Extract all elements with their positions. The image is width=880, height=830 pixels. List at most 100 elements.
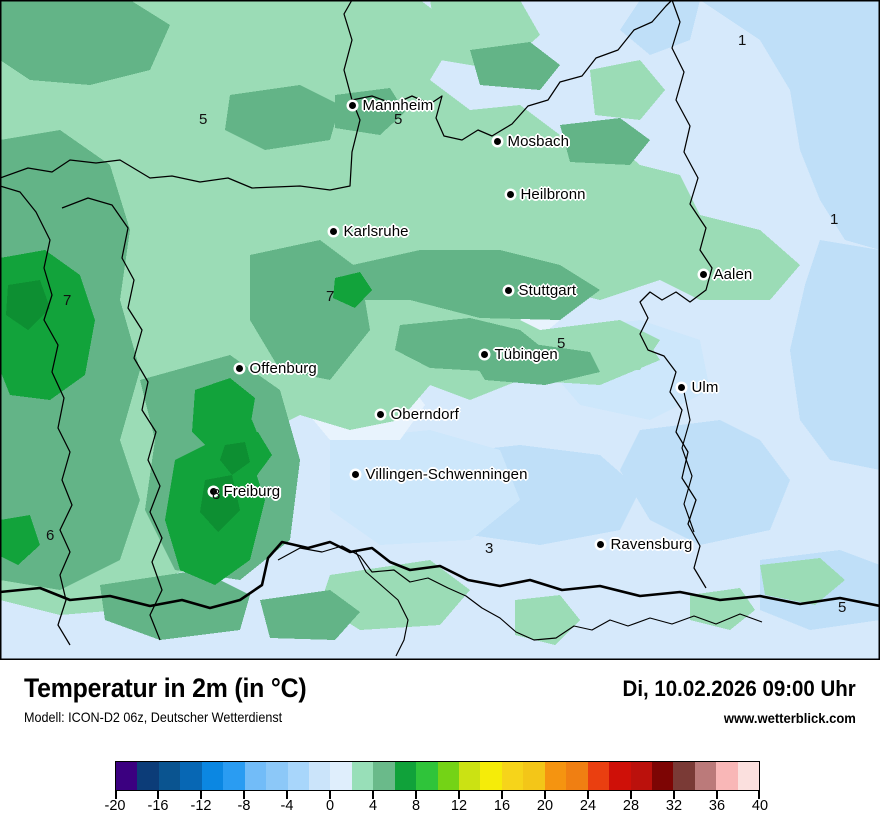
colorbar-swatch [137,762,159,790]
contour-value-label: 1 [738,32,747,49]
colorbar-tick [630,791,632,799]
temp-band-blue-cool [425,0,880,630]
colorbar-swatch [180,762,202,790]
contour-value-label: 5 [199,111,208,128]
city-dot-icon [493,138,501,145]
colorbar-tick [286,791,288,799]
colorbar-tick-label: -8 [237,798,251,814]
colorbar-tick-label: 40 [751,798,769,814]
colorbar-swatch [223,762,245,790]
city-dot-icon [329,228,337,235]
contour-value-label: 1 [830,211,839,228]
temperature-map[interactable]: Mannheim Mosbach Heilbronn Karlsruhe Aalen St… [0,0,880,660]
city-dot-icon [351,471,359,478]
city-label: Villingen-Schwenningen [365,466,528,483]
city-label: Mannheim [362,97,434,114]
contour-value-label: 6 [46,527,55,544]
city-label: Ulm [691,379,719,396]
city-dot-icon [376,411,384,418]
colorbar-tick [587,791,589,799]
city-dot-icon [506,191,514,198]
colorbar-swatch [244,762,267,790]
colorbar-tick-label: 16 [493,798,511,814]
city-label: Heilbronn [520,186,586,203]
colorbar-swatch [737,762,760,790]
contour-value-label: 5 [557,335,566,352]
city-marker[interactable]: Villingen-Schwenningen [351,466,528,483]
city-marker[interactable]: Tübingen [480,346,558,363]
city-dot-icon [504,287,512,294]
contour-value-label: 5 [394,111,403,128]
colorbar-tick-label: -12 [190,798,212,814]
colorbar-tick-label: -16 [147,798,169,814]
colorbar-swatch [266,762,288,790]
website-url: www.wetterblick.com [724,710,856,726]
city-dot-icon [677,384,685,391]
city-marker[interactable]: Aalen [699,266,753,283]
colorbar-swatch [523,762,545,790]
city-marker[interactable]: Mannheim [348,97,434,114]
city-marker[interactable]: Heilbronn [506,186,586,203]
city-label: Oberndorf [390,406,459,423]
colorbar-swatch [501,762,524,790]
contour-value-label: 7 [63,292,72,309]
contour-value-label: 7 [326,288,335,305]
colorbar-ticks [115,791,760,799]
colorbar-swatch [694,762,717,790]
city-label: Offenburg [249,360,317,377]
colorbar-swatch [394,762,417,790]
map-footer: Temperatur in 2m (in °C) Modell: ICON-D2… [0,660,880,830]
city-marker[interactable]: Offenburg [235,360,317,377]
colorbar-swatch [716,762,738,790]
colorbar-tick [544,791,546,799]
colorbar-tick-label: -4 [280,798,294,814]
colorbar-swatch [673,762,695,790]
city-label: Tübingen [494,346,558,363]
city-marker[interactable]: Ulm [677,379,719,396]
colorbar-swatch [587,762,610,790]
city-label: Ravensburg [610,536,693,553]
colorbar-swatch [330,762,352,790]
colorbar-tick-label: 8 [411,798,421,814]
city-marker[interactable]: Ravensburg [596,536,693,553]
colorbar-swatch [630,762,652,790]
colorbar-swatch [116,762,138,790]
city-marker[interactable]: Stuttgart [504,282,577,299]
city-dot-icon [596,541,604,548]
map-frame [0,0,880,660]
colorbar-tick-labels: -20 -16 -12 -8 -4 0 4 8 12 16 20 24 28 32 36 40 [105,798,769,820]
colorbar-tick [200,791,202,799]
city-marker[interactable]: Freiburg [209,483,281,500]
city-dot-icon [235,365,243,372]
city-marker[interactable]: Mosbach [493,133,570,150]
colorbar-swatch [201,762,224,790]
colorbar-swatch [416,762,438,790]
colorbar-tick [501,791,503,799]
city-label: Mosbach [507,133,570,150]
city-dot-icon [480,351,488,358]
city-label: Aalen [713,266,753,283]
map-canvas [0,0,880,660]
colorbar-tick-label: 4 [368,798,378,814]
model-subtitle: Modell: ICON-D2 06z, Deutscher Wetterdie… [24,709,283,725]
colorbar-tick [415,791,417,799]
colorbar-swatch [609,762,631,790]
contour-value-label: 3 [485,540,494,557]
administrative-borders [0,0,880,657]
colorbar-tick [758,791,760,799]
colorbar-tick-label: 20 [536,798,554,814]
contour-value-label: 5 [838,599,847,616]
colorbar-tick [329,791,331,799]
city-marker[interactable]: Oberndorf [376,406,459,423]
colorbar-tick [458,791,460,799]
city-marker[interactable]: Karlsruhe [329,223,409,240]
colorbar-swatch [459,762,481,790]
temperature-colorbar [115,761,760,791]
colorbar-tick-label: 0 [325,798,335,814]
colorbar-swatch [158,762,181,790]
colorbar-swatch [287,762,309,790]
colorbar-swatch [351,762,374,790]
colorbar-tick-label: 36 [708,798,726,814]
city-dot-icon [209,488,217,495]
